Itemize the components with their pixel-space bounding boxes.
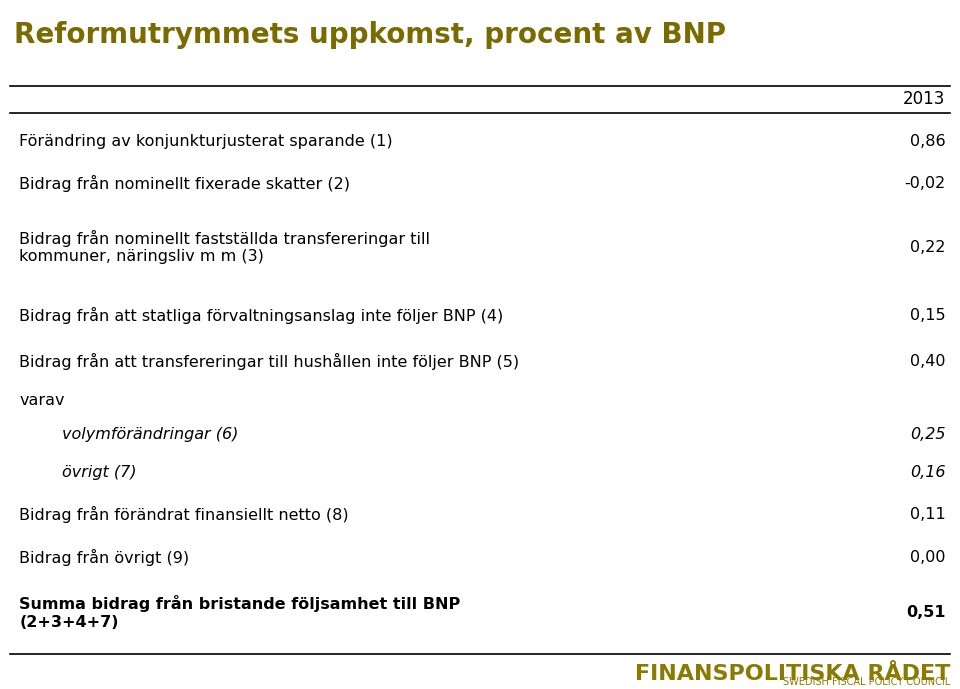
Text: Bidrag från nominellt fastställda transfereringar till
kommuner, näringsliv m m : Bidrag från nominellt fastställda transf… <box>19 230 430 265</box>
Text: Bidrag från nominellt fixerade skatter (2): Bidrag från nominellt fixerade skatter (… <box>19 175 350 192</box>
Text: -0,02: -0,02 <box>904 176 946 191</box>
Text: 0,15: 0,15 <box>910 308 946 322</box>
Text: Bidrag från förändrat finansiellt netto (8): Bidrag från förändrat finansiellt netto … <box>19 506 348 524</box>
Text: 0,51: 0,51 <box>906 605 946 620</box>
Text: 0,16: 0,16 <box>910 465 946 480</box>
Text: övrigt (7): övrigt (7) <box>62 465 137 480</box>
Text: Bidrag från att transfereringar till hushållen inte följer BNP (5): Bidrag från att transfereringar till hus… <box>19 353 519 371</box>
Text: varav: varav <box>19 393 64 408</box>
Text: Reformutrymmets uppkomst, procent av BNP: Reformutrymmets uppkomst, procent av BNP <box>14 21 727 48</box>
Text: Bidrag från att statliga förvaltningsanslag inte följer BNP (4): Bidrag från att statliga förvaltningsans… <box>19 307 503 324</box>
Text: 0,86: 0,86 <box>910 134 946 149</box>
Text: 2013: 2013 <box>903 90 946 108</box>
Text: 0,22: 0,22 <box>910 240 946 255</box>
Text: 0,11: 0,11 <box>910 507 946 522</box>
Text: Summa bidrag från bristande följsamhet till BNP
(2+3+4+7): Summa bidrag från bristande följsamhet t… <box>19 595 461 630</box>
Text: 0,00: 0,00 <box>910 550 946 565</box>
Text: 0,25: 0,25 <box>910 426 946 442</box>
Text: Förändring av konjunkturjusterat sparande (1): Förändring av konjunkturjusterat sparand… <box>19 134 393 149</box>
Text: volymförändringar (6): volymförändringar (6) <box>62 426 239 442</box>
Text: 0,40: 0,40 <box>910 354 946 369</box>
Text: Bidrag från övrigt (9): Bidrag från övrigt (9) <box>19 549 189 566</box>
Text: FINANSPOLITISKA RÅDET: FINANSPOLITISKA RÅDET <box>635 664 950 683</box>
Text: SWEDISH FISCAL POLICY COUNCIL: SWEDISH FISCAL POLICY COUNCIL <box>783 677 950 688</box>
